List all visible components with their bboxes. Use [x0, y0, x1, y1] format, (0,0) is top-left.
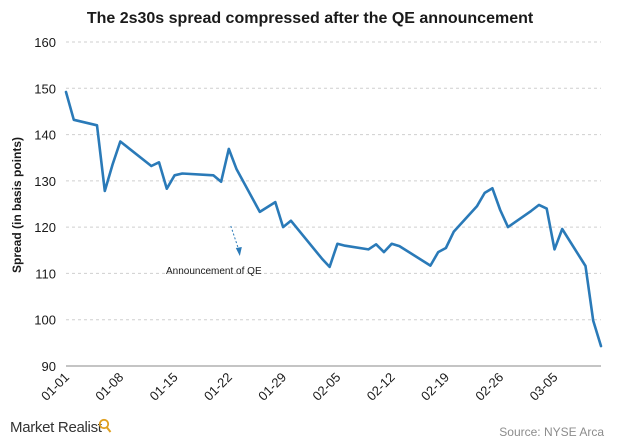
- x-tick-label: 01-08: [92, 370, 126, 404]
- y-axis-label: Spread (in basis points): [10, 137, 24, 273]
- chart-title: The 2s30s spread compressed after the QE…: [87, 10, 534, 27]
- annotation: Announcement of QE: [166, 225, 262, 277]
- y-tick-label: 90: [42, 359, 56, 374]
- x-tick-label: 01-22: [201, 370, 235, 404]
- y-tick-label: 160: [34, 35, 56, 50]
- x-tick-label: 02-05: [309, 370, 343, 404]
- annotation-arrow-head: [235, 247, 242, 256]
- annotation-arrow: [230, 225, 240, 251]
- annotation-text: Announcement of QE: [166, 266, 262, 277]
- x-tick-label: 02-19: [418, 370, 452, 404]
- brand-logo-text: Market Realist: [10, 419, 102, 436]
- y-tick-label: 140: [34, 128, 56, 143]
- x-tick-label: 02-26: [472, 370, 506, 404]
- gridlines: [66, 41, 601, 321]
- y-tick-labels: 90 100 110 120 130 140 150 160: [34, 35, 56, 374]
- y-tick-label: 100: [34, 313, 56, 328]
- y-tick-label: 150: [34, 81, 56, 96]
- x-tick-label: 03-05: [526, 370, 560, 404]
- x-tick-labels: 01-01 01-08 01-15 01-22 01-29 02-05 02-12 02-19…: [38, 370, 561, 404]
- y-tick-label: 110: [35, 266, 56, 281]
- magnifier-icon: [98, 418, 112, 433]
- x-tick-label: 01-29: [255, 370, 289, 404]
- source-note: Source: NYSE Arca: [499, 425, 604, 439]
- series-line: [64, 90, 603, 348]
- x-tick-label: 01-15: [147, 370, 181, 404]
- x-tick-label: 02-12: [364, 370, 398, 404]
- y-tick-label: 120: [34, 220, 56, 235]
- y-tick-label: 130: [34, 174, 56, 189]
- x-tick-label: 01-01: [38, 370, 72, 404]
